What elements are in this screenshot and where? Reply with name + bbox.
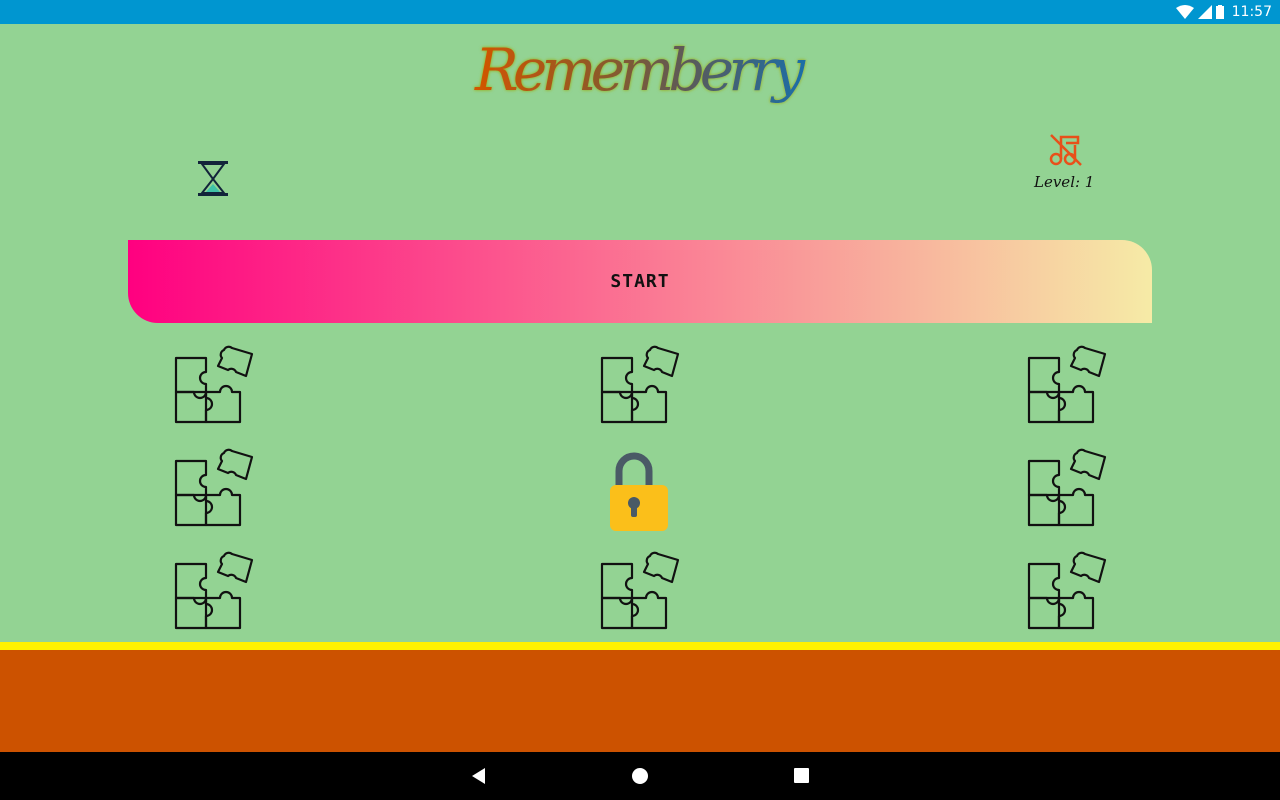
puzzle-icon xyxy=(600,551,680,630)
battery-icon xyxy=(1216,5,1224,19)
puzzle-card[interactable] xyxy=(172,550,254,632)
puzzle-card[interactable] xyxy=(1025,550,1107,632)
navigation-bar xyxy=(0,752,1280,800)
puzzle-card[interactable] xyxy=(598,344,680,426)
app-logo: Rememberry xyxy=(474,36,806,104)
puzzle-card[interactable] xyxy=(1025,447,1107,529)
puzzle-icon xyxy=(174,551,254,630)
puzzle-icon xyxy=(1027,345,1107,424)
puzzle-icon xyxy=(1027,551,1107,630)
puzzle-card[interactable] xyxy=(172,344,254,426)
puzzle-icon xyxy=(1027,448,1107,527)
puzzle-icon xyxy=(174,345,254,424)
signal-icon xyxy=(1198,5,1212,19)
puzzle-icon xyxy=(600,345,680,424)
divider xyxy=(0,642,1280,650)
svg-text:Rememberry: Rememberry xyxy=(474,36,806,104)
lock-icon xyxy=(610,452,668,531)
recents-icon[interactable] xyxy=(792,766,812,786)
clock: 11:57 xyxy=(1231,4,1272,20)
status-bar: 11:57 xyxy=(0,0,1280,24)
locked-card[interactable] xyxy=(593,449,675,531)
puzzle-card[interactable] xyxy=(1025,344,1107,426)
music-off-icon[interactable] xyxy=(1048,133,1084,167)
level-label: Level: 1 xyxy=(1034,173,1095,191)
puzzle-card[interactable] xyxy=(598,550,680,632)
start-button[interactable]: START xyxy=(128,240,1152,323)
back-icon[interactable] xyxy=(469,766,489,786)
start-label: START xyxy=(610,271,670,292)
wifi-icon xyxy=(1176,5,1194,19)
hourglass-icon xyxy=(198,161,228,196)
home-icon[interactable] xyxy=(630,766,650,786)
puzzle-card[interactable] xyxy=(172,447,254,529)
footer-area xyxy=(0,650,1280,752)
puzzle-icon xyxy=(174,448,254,527)
